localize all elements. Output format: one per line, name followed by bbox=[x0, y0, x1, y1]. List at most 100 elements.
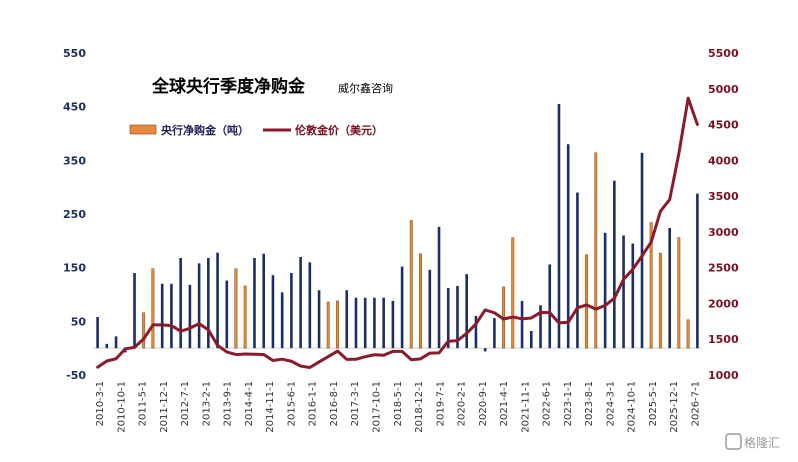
bar bbox=[280, 292, 284, 349]
bar bbox=[613, 180, 616, 349]
x-tick: 2021-4-1 bbox=[499, 381, 510, 426]
y-tick-right: 1500 bbox=[708, 333, 739, 346]
bar bbox=[576, 192, 579, 349]
bar bbox=[456, 285, 459, 349]
bar bbox=[631, 243, 635, 349]
bar bbox=[271, 275, 275, 349]
x-tick: 2023-1-1 bbox=[563, 381, 574, 426]
bar bbox=[234, 268, 238, 349]
bar bbox=[409, 220, 413, 349]
bar-series bbox=[96, 103, 699, 353]
bar bbox=[105, 343, 109, 349]
y-tick-left: 50 bbox=[71, 315, 87, 328]
gold-price-line bbox=[96, 96, 699, 369]
bar bbox=[640, 152, 644, 349]
y-axis-left: 550 450 350 250 150 50 -50 bbox=[63, 47, 86, 382]
bar bbox=[299, 256, 302, 349]
legend-line-label: 伦敦金价（美元） bbox=[295, 123, 383, 137]
bar bbox=[658, 252, 662, 349]
bar bbox=[225, 280, 229, 349]
y-tick-left: 250 bbox=[63, 208, 86, 221]
y-tick-right: 2500 bbox=[708, 262, 739, 275]
x-tick: 2014-11-1 bbox=[265, 381, 276, 433]
y-tick-left: 350 bbox=[63, 154, 86, 167]
x-tick: 2018-5-1 bbox=[393, 381, 404, 426]
bar bbox=[686, 319, 690, 349]
x-axis: 2010-3-1 2010-10-1 2011-5-1 2011-12-1 2012-7… bbox=[95, 381, 702, 433]
bar bbox=[428, 269, 432, 349]
bar bbox=[696, 193, 699, 349]
x-tick: 2023-8-1 bbox=[584, 381, 595, 426]
y-tick-right: 3000 bbox=[708, 226, 739, 239]
x-tick: 2020-2-1 bbox=[457, 381, 468, 426]
bar bbox=[622, 235, 625, 349]
x-tick: 2016-1-1 bbox=[308, 381, 319, 426]
bar bbox=[188, 284, 192, 349]
bar bbox=[151, 268, 155, 349]
bar bbox=[308, 262, 312, 349]
bar bbox=[317, 290, 321, 349]
y-tick-left: 150 bbox=[63, 262, 86, 275]
y-tick-right: 3500 bbox=[708, 190, 739, 203]
x-tick: 2016-8-1 bbox=[329, 381, 340, 426]
bar bbox=[419, 253, 422, 349]
x-tick: 2022-6-1 bbox=[542, 381, 553, 426]
bar bbox=[603, 232, 607, 349]
bar bbox=[585, 254, 589, 349]
bar bbox=[382, 297, 385, 349]
x-tick: 2011-12-1 bbox=[159, 381, 170, 433]
watermark-text: 格隆汇 bbox=[744, 435, 780, 450]
bar bbox=[142, 312, 146, 349]
bar bbox=[207, 258, 210, 349]
y-tick-left: -50 bbox=[66, 369, 86, 382]
legend-bar-label: 央行净购金（吨） bbox=[161, 123, 249, 137]
bar bbox=[373, 297, 376, 349]
bar bbox=[446, 288, 450, 349]
y-tick-right: 1000 bbox=[708, 369, 739, 382]
bar bbox=[345, 290, 349, 349]
bar bbox=[290, 273, 293, 349]
bar bbox=[114, 336, 118, 349]
bar bbox=[400, 266, 404, 349]
y-tick-left: 450 bbox=[63, 101, 86, 114]
bar bbox=[197, 263, 201, 349]
bar bbox=[354, 297, 358, 349]
bar bbox=[391, 300, 395, 349]
x-tick: 2012-7-1 bbox=[180, 381, 191, 426]
chart-subtitle: 威尔鑫咨询 bbox=[338, 81, 393, 95]
y-tick-right: 5000 bbox=[708, 83, 739, 96]
bar bbox=[96, 317, 99, 349]
bar bbox=[511, 237, 515, 349]
x-tick: 2018-12-1 bbox=[414, 381, 425, 433]
x-tick: 2020-9-1 bbox=[478, 381, 489, 426]
x-tick: 2013-2-1 bbox=[201, 381, 212, 426]
bar bbox=[649, 222, 653, 349]
bar bbox=[566, 144, 570, 349]
x-tick: 2026-7-1 bbox=[691, 381, 702, 426]
legend-bar-swatch bbox=[129, 124, 157, 135]
bar bbox=[326, 301, 330, 349]
x-tick: 2015-6-1 bbox=[286, 381, 297, 426]
y-tick-right: 4500 bbox=[708, 119, 739, 132]
bar bbox=[539, 305, 542, 349]
bar bbox=[493, 318, 496, 349]
bar bbox=[363, 297, 367, 349]
bar bbox=[437, 226, 441, 349]
x-tick: 2017-10-1 bbox=[372, 381, 383, 433]
x-tick: 2024-10-1 bbox=[627, 381, 638, 433]
bar bbox=[170, 283, 173, 349]
x-tick: 2014-4-1 bbox=[244, 381, 255, 426]
x-tick: 2019-7-1 bbox=[435, 381, 446, 426]
y-tick-right: 5500 bbox=[708, 47, 739, 60]
bar bbox=[253, 258, 256, 349]
watermark: 格隆汇 bbox=[725, 433, 780, 450]
bar bbox=[677, 237, 681, 349]
bar bbox=[216, 252, 219, 349]
x-tick: 2021-11-1 bbox=[520, 381, 531, 433]
bar bbox=[465, 274, 468, 349]
x-tick: 2010-3-1 bbox=[95, 381, 106, 426]
bar bbox=[474, 315, 478, 349]
bar bbox=[557, 103, 561, 349]
x-tick: 2025-5-1 bbox=[648, 381, 659, 426]
bar bbox=[594, 152, 598, 349]
